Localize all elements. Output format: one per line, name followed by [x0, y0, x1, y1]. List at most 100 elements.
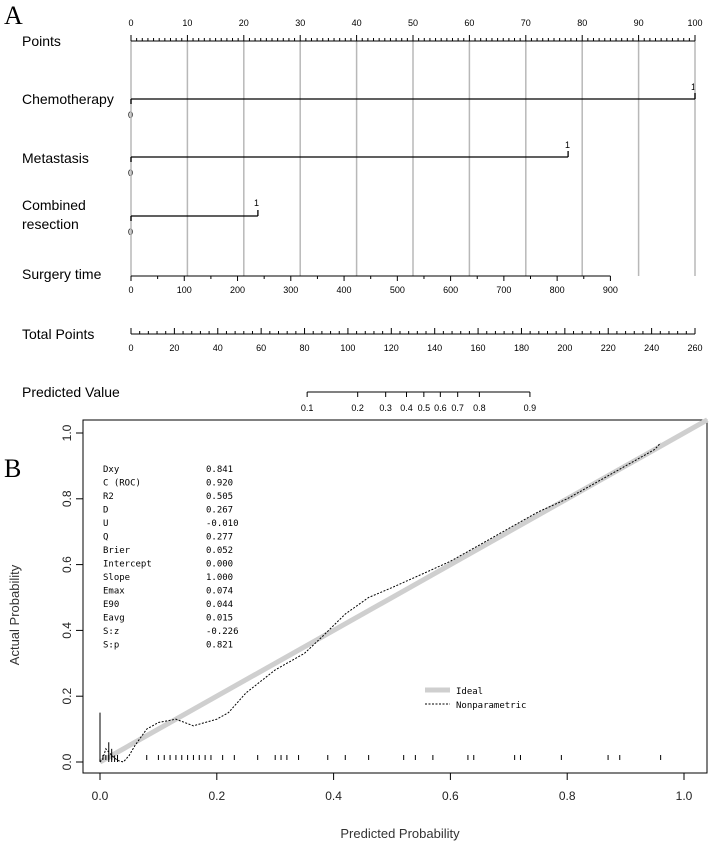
x-axis-title: Predicted Probability [340, 826, 460, 841]
total-tick-label-0: 0 [128, 343, 133, 353]
surgery-tick-label-400: 400 [337, 285, 352, 295]
total-tick-label-100: 100 [340, 343, 355, 353]
predicted-tick-label-0.1: 0.1 [301, 403, 314, 413]
legend-ideal-label: Ideal [456, 687, 483, 697]
stat-name-10: E90 [103, 600, 119, 610]
predicted-tick-label-0.5: 0.5 [418, 403, 431, 413]
stat-value-9: 0.074 [206, 587, 233, 597]
surgery-tick-label-900: 900 [603, 285, 618, 295]
predicted-tick-label-0.7: 0.7 [451, 403, 464, 413]
x-tick-label-0.2: 0.2 [208, 789, 225, 803]
stat-name-2: R2 [103, 492, 114, 502]
stat-name-13: S:p [103, 641, 119, 651]
x-tick-label-0.8: 0.8 [559, 789, 576, 803]
predicted-tick-label-0.4: 0.4 [400, 403, 413, 413]
stat-name-0: Dxy [103, 465, 120, 475]
stat-value-3: 0.267 [206, 506, 233, 516]
panel-a-letter: A [4, 1, 23, 30]
surgery-tick-label-500: 500 [390, 285, 405, 295]
total-tick-label-220: 220 [601, 343, 616, 353]
y-axis-title: Actual Probability [7, 564, 22, 665]
x-tick-label-0.0: 0.0 [92, 789, 109, 803]
points-tick-label-30: 30 [295, 18, 305, 28]
points-tick-label-100: 100 [687, 18, 702, 28]
total-tick-label-260: 260 [687, 343, 702, 353]
total-tick-label-160: 160 [471, 343, 486, 353]
points-tick-label-90: 90 [634, 18, 644, 28]
stat-value-11: 0.015 [206, 614, 233, 624]
predicted-tick-label-0.8: 0.8 [473, 403, 486, 413]
y-tick-label-0.4: 0.4 [60, 622, 74, 639]
stat-name-12: S:z [103, 627, 119, 637]
stat-name-6: Brier [103, 546, 131, 556]
stat-name-1: C (ROC) [103, 479, 141, 489]
stat-value-1: 0.920 [206, 479, 233, 489]
points-tick-label-0: 0 [128, 18, 133, 28]
stat-name-5: Q [103, 533, 108, 543]
total-points-label: Total Points [22, 326, 94, 342]
y-tick-label-0.2: 0.2 [60, 688, 74, 705]
stat-value-7: 0.000 [206, 560, 233, 570]
stat-value-6: 0.052 [206, 546, 233, 556]
legend-nonparametric-label: Nonparametric [456, 701, 526, 711]
stat-name-3: D [103, 506, 108, 516]
predicted-tick-label-0.2: 0.2 [351, 403, 364, 413]
x-tick-label-1.0: 1.0 [676, 789, 693, 803]
stat-value-4: -0.010 [206, 519, 239, 529]
nonparametric-line [99, 442, 661, 763]
surgery-time-label: Surgery time [22, 266, 102, 282]
points-tick-label-20: 20 [239, 18, 249, 28]
x-tick-label-0.6: 0.6 [442, 789, 459, 803]
predicted-value-label: Predicted Value [22, 384, 120, 400]
predicted-tick-label-0.3: 0.3 [379, 403, 392, 413]
metastasis-label: Metastasis [22, 150, 89, 166]
points-tick-label-50: 50 [408, 18, 418, 28]
total-tick-label-240: 240 [644, 343, 659, 353]
y-tick-label-1.0: 1.0 [60, 424, 74, 441]
y-tick-label-0.8: 0.8 [60, 490, 74, 507]
plot-frame [82, 419, 708, 774]
stat-value-2: 0.505 [206, 492, 233, 502]
total-tick-label-200: 200 [557, 343, 572, 353]
y-tick-label-0.6: 0.6 [60, 556, 74, 573]
total-tick-label-60: 60 [256, 343, 266, 353]
x-tick-label-0.4: 0.4 [325, 789, 342, 803]
surgery-tick-label-700: 700 [496, 285, 511, 295]
chemo-level-1: 1 [691, 82, 696, 92]
surgery-tick-label-600: 600 [443, 285, 458, 295]
points-tick-label-40: 40 [352, 18, 362, 28]
points-tick-label-70: 70 [521, 18, 531, 28]
surgery-tick-label-200: 200 [230, 285, 245, 295]
stat-name-8: Slope [103, 573, 130, 583]
total-tick-label-140: 140 [427, 343, 442, 353]
points-tick-label-10: 10 [182, 18, 192, 28]
total-tick-label-120: 120 [384, 343, 399, 353]
chemotherapy-label: Chemotherapy [22, 91, 114, 107]
metastasis-level-1: 1 [565, 140, 570, 150]
points-label: Points [22, 33, 61, 49]
total-tick-label-180: 180 [514, 343, 529, 353]
panel-b-letter: B [4, 454, 21, 483]
stat-value-13: 0.821 [206, 641, 233, 651]
stat-value-0: 0.841 [206, 465, 233, 475]
surgery-tick-label-0: 0 [128, 285, 133, 295]
combined-level-1: 1 [254, 198, 259, 208]
combined-label-line2: resection [22, 216, 79, 232]
total-tick-label-20: 20 [169, 343, 179, 353]
stat-value-8: 1.000 [206, 573, 233, 583]
points-tick-label-60: 60 [464, 18, 474, 28]
y-tick-label-0.0: 0.0 [60, 753, 74, 770]
stat-value-12: -0.226 [206, 627, 239, 637]
stat-value-5: 0.277 [206, 533, 233, 543]
points-tick-label-80: 80 [577, 18, 587, 28]
stat-name-9: Emax [103, 587, 125, 597]
stat-name-11: Eavg [103, 614, 125, 624]
total-tick-label-80: 80 [300, 343, 310, 353]
surgery-tick-label-300: 300 [283, 285, 298, 295]
stat-value-10: 0.044 [206, 600, 233, 610]
ideal-line [98, 417, 709, 765]
total-tick-label-40: 40 [213, 343, 223, 353]
combined-label-line1: Combined [22, 197, 86, 213]
